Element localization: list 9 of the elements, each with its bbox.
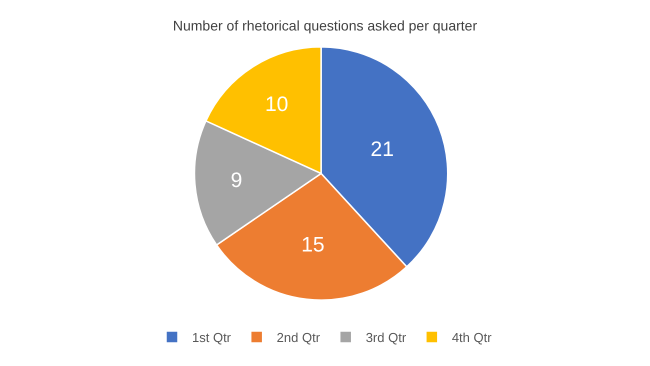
legend-label: 1st Qtr	[192, 330, 232, 346]
data-label: 15	[301, 234, 325, 257]
legend-label: 3rd Qtr	[366, 330, 407, 346]
legend-label: 2nd Qtr	[276, 330, 321, 346]
data-label: 10	[264, 92, 288, 116]
data-label: 9	[230, 169, 242, 192]
legend-label: 4th Qtr	[452, 330, 492, 346]
data-label: 21	[370, 138, 394, 162]
chart-title: Number of rhetorical questions asked per quarter	[172, 18, 478, 34]
